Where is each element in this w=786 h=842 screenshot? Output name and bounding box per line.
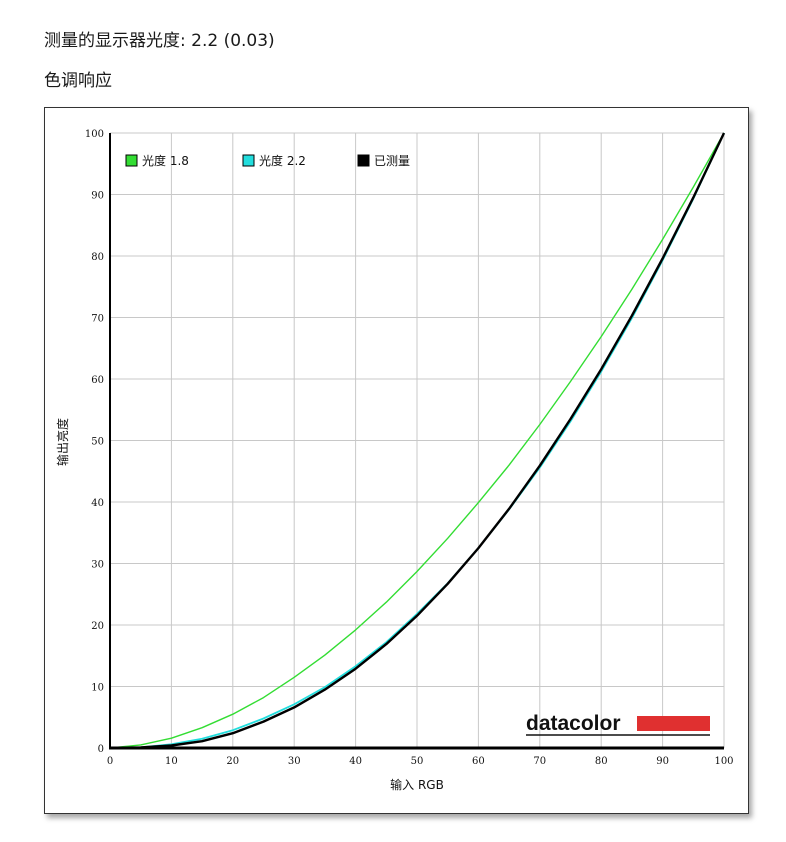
x-tick-label: 40 — [349, 756, 362, 767]
y-tick-label: 60 — [91, 375, 104, 386]
chart-tick-labels: 0 10 20 30 40 50 60 70 80 90 100 0 10 20 30 40 50 60 70 80 9… — [85, 129, 734, 767]
y-tick-label: 10 — [91, 683, 104, 694]
tone-response-title: 色调响应 — [44, 71, 112, 91]
legend-label-gamma-18: 光度 1.8 — [142, 153, 189, 168]
x-tick-label: 70 — [533, 756, 546, 767]
x-tick-label: 90 — [656, 756, 669, 767]
x-tick-label: 100 — [714, 756, 733, 767]
y-tick-label: 90 — [91, 191, 104, 202]
measured-gamma-text: 测量的显示器光度: 2.2 (0.03) — [44, 31, 275, 51]
chart-axes — [109, 133, 724, 750]
legend-label-measured: 已测量 — [374, 154, 410, 168]
x-tick-label: 60 — [472, 756, 485, 767]
series-line-measured — [109, 132, 726, 750]
chart-background — [45, 108, 748, 813]
datacolor-logo-text: datacolor — [526, 712, 621, 735]
y-tick-label: 100 — [85, 129, 104, 140]
y-tick-label: 50 — [91, 437, 104, 448]
y-tick-label: 80 — [91, 252, 104, 263]
datacolor-logo-bar — [637, 716, 710, 731]
y-tick-label: 30 — [91, 560, 104, 571]
x-tick-label: 0 — [107, 756, 113, 767]
legend-swatch-gamma-22 — [242, 154, 255, 167]
x-tick-label: 80 — [595, 756, 608, 767]
series-line-gamma-18 — [109, 132, 725, 749]
y-tick-label: 0 — [98, 744, 104, 755]
datacolor-logo: datacolor — [526, 712, 710, 736]
x-axis-label: 输入 RGB — [390, 777, 444, 792]
legend-swatch-gamma-18 — [125, 154, 138, 167]
y-tick-label: 70 — [91, 314, 104, 325]
x-tick-label: 50 — [411, 756, 424, 767]
y-tick-label: 40 — [91, 498, 104, 509]
x-tick-label: 20 — [226, 756, 239, 767]
y-tick-label: 20 — [91, 621, 104, 632]
tone-response-chart: 0 10 20 30 40 50 60 70 80 90 100 0 10 20 30 40 50 60 70 80 9… — [45, 108, 748, 813]
chart-frame: 0 10 20 30 40 50 60 70 80 90 100 0 10 20 30 40 50 60 70 80 9… — [44, 107, 749, 814]
legend-swatch-measured — [357, 154, 370, 167]
legend-label-gamma-22: 光度 2.2 — [259, 153, 306, 168]
chart-series — [109, 132, 726, 750]
y-axis-label: 输出亮度 — [55, 418, 70, 466]
chart-legend: 光度 1.8 光度 2.2 已测量 — [125, 153, 410, 168]
x-tick-label: 30 — [288, 756, 301, 767]
x-tick-label: 10 — [165, 756, 178, 767]
